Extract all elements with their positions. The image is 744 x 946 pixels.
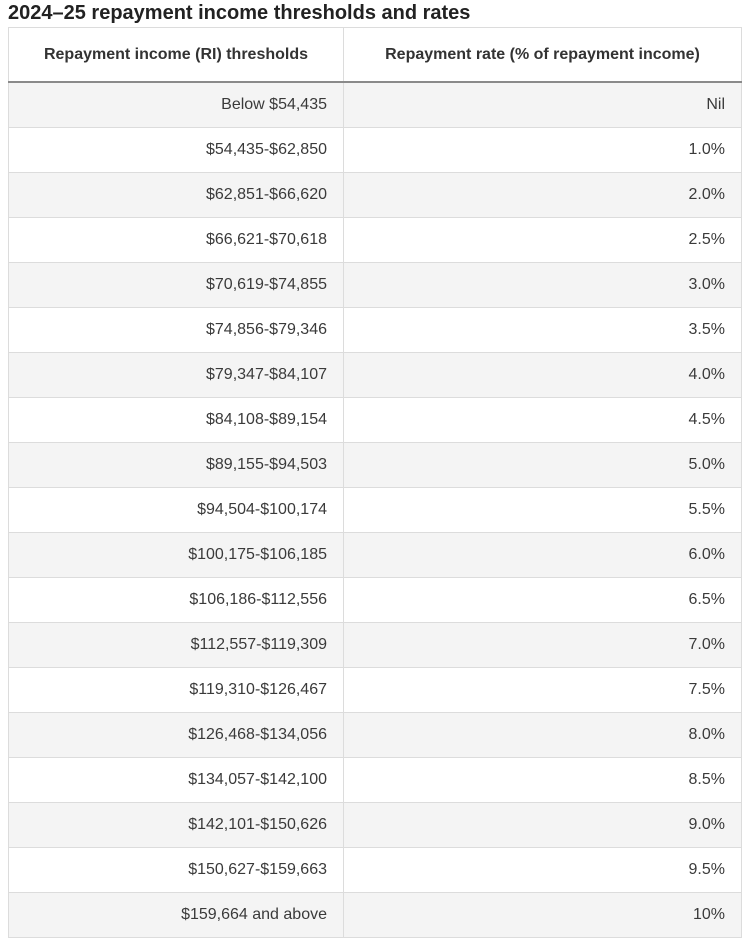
rate-cell: Nil bbox=[343, 81, 742, 128]
threshold-cell: $159,664 and above bbox=[8, 892, 344, 938]
rate-cell: 3.5% bbox=[343, 307, 742, 353]
threshold-cell: $89,155-$94,503 bbox=[8, 442, 344, 488]
rate-cell: 6.5% bbox=[343, 577, 742, 623]
table-row: $79,347-$84,107 4.0% bbox=[8, 352, 742, 398]
table-row: $134,057-$142,100 8.5% bbox=[8, 757, 742, 803]
table-row: $100,175-$106,185 6.0% bbox=[8, 532, 742, 578]
rate-cell: 7.5% bbox=[343, 667, 742, 713]
rate-cell: 5.5% bbox=[343, 487, 742, 533]
threshold-cell: $70,619-$74,855 bbox=[8, 262, 344, 308]
threshold-cell: $119,310-$126,467 bbox=[8, 667, 344, 713]
table-row: $89,155-$94,503 5.0% bbox=[8, 442, 742, 488]
table-row: $62,851-$66,620 2.0% bbox=[8, 172, 742, 218]
rate-cell: 7.0% bbox=[343, 622, 742, 668]
table-row: $150,627-$159,663 9.5% bbox=[8, 847, 742, 893]
threshold-cell: $94,504-$100,174 bbox=[8, 487, 344, 533]
table-body: Below $54,435 Nil $54,435-$62,850 1.0% $62,8… bbox=[8, 81, 742, 938]
rate-cell: 8.5% bbox=[343, 757, 742, 803]
table-row: $70,619-$74,855 3.0% bbox=[8, 262, 742, 308]
rate-cell: 1.0% bbox=[343, 127, 742, 173]
rate-cell: 10% bbox=[343, 892, 742, 938]
rate-cell: 2.0% bbox=[343, 172, 742, 218]
threshold-cell: $84,108-$89,154 bbox=[8, 397, 344, 443]
table-row: $112,557-$119,309 7.0% bbox=[8, 622, 742, 668]
rate-cell: 4.0% bbox=[343, 352, 742, 398]
threshold-cell: $66,621-$70,618 bbox=[8, 217, 344, 263]
header-rate: Repayment rate (% of repayment income) bbox=[343, 27, 742, 83]
table-header-row: Repayment income (RI) thresholds Repayme… bbox=[8, 27, 742, 83]
table-row: $94,504-$100,174 5.5% bbox=[8, 487, 742, 533]
threshold-cell: $106,186-$112,556 bbox=[8, 577, 344, 623]
rate-cell: 3.0% bbox=[343, 262, 742, 308]
table-row: $74,856-$79,346 3.5% bbox=[8, 307, 742, 353]
threshold-cell: $100,175-$106,185 bbox=[8, 532, 344, 578]
threshold-cell: $150,627-$159,663 bbox=[8, 847, 344, 893]
table-row: $126,468-$134,056 8.0% bbox=[8, 712, 742, 758]
page-title: 2024–25 repayment income thresholds and … bbox=[8, 2, 471, 24]
threshold-cell: $142,101-$150,626 bbox=[8, 802, 344, 848]
rate-cell: 9.5% bbox=[343, 847, 742, 893]
rate-cell: 6.0% bbox=[343, 532, 742, 578]
rate-cell: 4.5% bbox=[343, 397, 742, 443]
table-row: $84,108-$89,154 4.5% bbox=[8, 397, 742, 443]
table-row: $54,435-$62,850 1.0% bbox=[8, 127, 742, 173]
threshold-cell: $134,057-$142,100 bbox=[8, 757, 344, 803]
rate-cell: 2.5% bbox=[343, 217, 742, 263]
threshold-cell: $74,856-$79,346 bbox=[8, 307, 344, 353]
table-row: $66,621-$70,618 2.5% bbox=[8, 217, 742, 263]
threshold-cell: $126,468-$134,056 bbox=[8, 712, 344, 758]
table-row: Below $54,435 Nil bbox=[8, 81, 742, 128]
threshold-cell: $112,557-$119,309 bbox=[8, 622, 344, 668]
rate-cell: 8.0% bbox=[343, 712, 742, 758]
threshold-cell: $54,435-$62,850 bbox=[8, 127, 344, 173]
rate-cell: 9.0% bbox=[343, 802, 742, 848]
threshold-cell: $62,851-$66,620 bbox=[8, 172, 344, 218]
threshold-cell: Below $54,435 bbox=[8, 81, 344, 128]
table-row: $142,101-$150,626 9.0% bbox=[8, 802, 742, 848]
threshold-cell: $79,347-$84,107 bbox=[8, 352, 344, 398]
rate-cell: 5.0% bbox=[343, 442, 742, 488]
header-threshold: Repayment income (RI) thresholds bbox=[8, 27, 344, 83]
table-row: $159,664 and above 10% bbox=[8, 892, 742, 938]
table-row: $119,310-$126,467 7.5% bbox=[8, 667, 742, 713]
repayment-thresholds-table: Repayment income (RI) thresholds Repayme… bbox=[8, 27, 742, 938]
table-row: $106,186-$112,556 6.5% bbox=[8, 577, 742, 623]
